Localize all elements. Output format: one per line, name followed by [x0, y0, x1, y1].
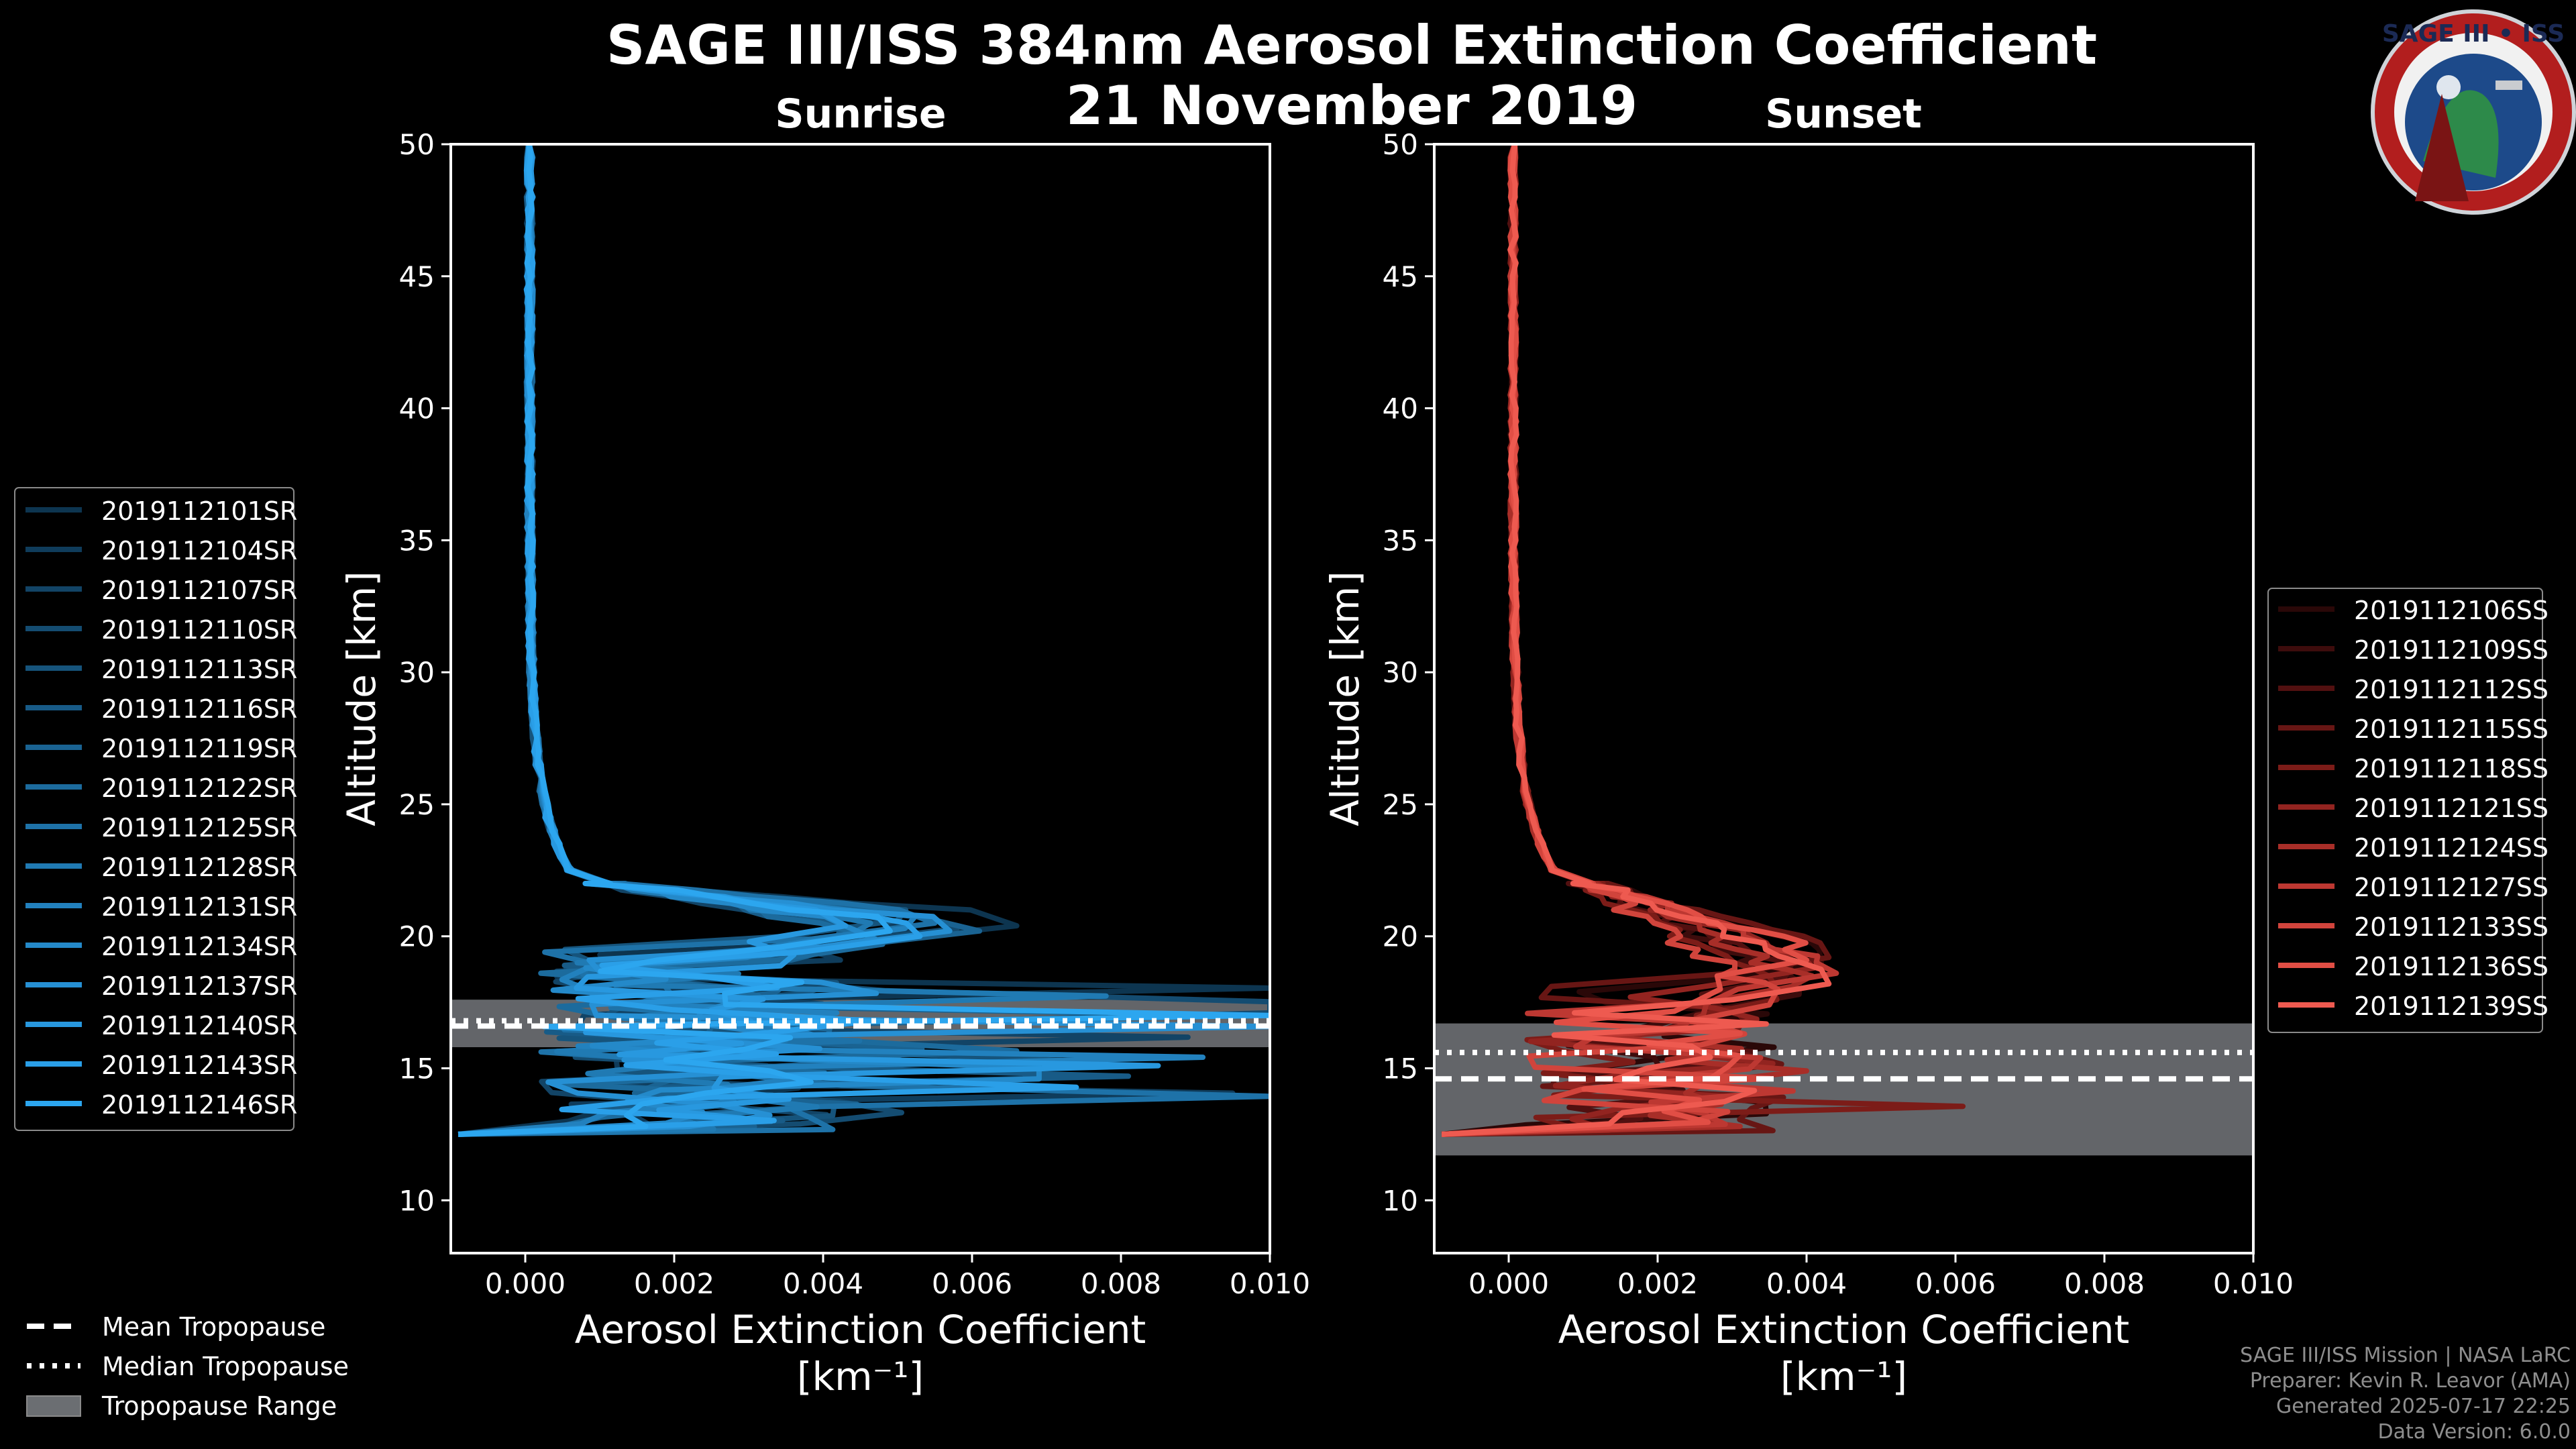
- sunset-ytick-label: 45: [1383, 260, 1418, 293]
- sunrise-ytick-label: 20: [399, 920, 435, 953]
- legend-label-2019112146SR: 2019112146SR: [101, 1090, 297, 1120]
- logo-title: SAGE III • ISS: [2382, 20, 2565, 48]
- sunset-axes-frame: [1433, 143, 2255, 1254]
- sunset-ytick-label: 15: [1383, 1053, 1418, 1085]
- sunset-ytick-label: 25: [1383, 788, 1418, 821]
- sunrise-ytick-label: 50: [399, 128, 435, 161]
- sunset-xtick-label: 0.008: [2064, 1267, 2145, 1300]
- sunrise-panel: Sunrise 10 15 20 25 30 35 40 45 50 0.000 0.002 0.004…: [339, 91, 1310, 1399]
- sunset-xtick-label: 0.004: [1766, 1267, 1847, 1300]
- sage-iii-iss-logo: SAGE III • ISS: [2371, 9, 2576, 215]
- sunset-xtick-label: 0.000: [1468, 1267, 1549, 1300]
- sunrise-panel-title: Sunrise: [775, 91, 946, 138]
- legend-label-2019112113SR: 2019112113SR: [101, 655, 297, 684]
- sunrise-ylabel: Altitude [km]: [339, 571, 384, 826]
- sunset-legend-items: 2019112106SS 2019112109SS 2019112112SS 2019…: [2278, 596, 2548, 1021]
- legend-label-2019112107SR: 2019112107SR: [101, 576, 297, 605]
- sunset-panel: Sunset 10 15 20 25 30 35 40 45 50 0.000 0.002 0.004 0…: [1322, 91, 2294, 1399]
- legend-label-2019112139SS: 2019112139SS: [2354, 991, 2548, 1021]
- sunset-plot-clip: [1434, 144, 2253, 1156]
- credits-preparer: Preparer: Kevin R. Leavor (AMA): [2249, 1369, 2571, 1393]
- credits-block: SAGE III/ISS Mission | NASA LaRC Prepare…: [2240, 1343, 2571, 1445]
- tropopause-range-swatch: [26, 1395, 81, 1417]
- sunset-xlabel: Aerosol Extinction Coefficient: [1558, 1307, 2130, 1352]
- sunrise-xlabel: Aerosol Extinction Coefficient: [575, 1307, 1146, 1352]
- sunset-xtick-label: 0.002: [1617, 1267, 1698, 1300]
- legend-label-2019112110SR: 2019112110SR: [101, 615, 297, 645]
- sunset-ytick-label: 10: [1383, 1184, 1418, 1217]
- legend-label-2019112140SR: 2019112140SR: [101, 1011, 297, 1040]
- profile-line-2019112139SS: [1441, 144, 1832, 1137]
- legend-label-2019112101SR: 2019112101SR: [101, 496, 297, 526]
- legend-label-2019112115SS: 2019112115SS: [2354, 714, 2548, 744]
- sunset-xtick-label: 0.006: [1915, 1267, 1996, 1300]
- sunrise-xtick-label: 0.002: [634, 1267, 714, 1300]
- sunset-xtick-label: 0.010: [2213, 1267, 2294, 1300]
- legend-label-2019112131SR: 2019112131SR: [101, 892, 297, 922]
- sunset-legend-box: [2267, 588, 2543, 1033]
- legend-label-2019112106SS: 2019112106SS: [2354, 596, 2548, 625]
- median-tropopause-label: Median Tropopause: [102, 1352, 349, 1381]
- sunset-panel-title: Sunset: [1765, 91, 1922, 138]
- legend-label-2019112124SS: 2019112124SS: [2354, 833, 2548, 863]
- tropopause-legend: Mean Tropopause Median Tropopause Tropop…: [26, 1312, 349, 1421]
- legend-label-2019112128SR: 2019112128SR: [101, 853, 297, 882]
- sunrise-xtick-label: 0.010: [1230, 1267, 1310, 1300]
- legend-label-2019112122SR: 2019112122SR: [101, 773, 297, 803]
- legend-label-2019112116SR: 2019112116SR: [101, 694, 297, 724]
- legend-label-2019112134SR: 2019112134SR: [101, 932, 297, 961]
- sunset-ytick-label: 20: [1383, 920, 1418, 953]
- sunset-ytick-label: 35: [1383, 524, 1418, 557]
- legend-label-2019112121SS: 2019112121SS: [2354, 794, 2548, 823]
- sunrise-ytick-label: 25: [399, 788, 435, 821]
- legend-label-2019112136SS: 2019112136SS: [2354, 952, 2548, 981]
- sunrise-legend-items: 2019112101SR 2019112104SR 2019112107SR 2019…: [25, 496, 297, 1120]
- credits-generated: Generated 2025-07-17 22:25: [2275, 1395, 2571, 1418]
- sunrise-axes-frame: [449, 143, 1271, 1254]
- legend-label-2019112119SR: 2019112119SR: [101, 734, 297, 763]
- sunrise-legend: 2019112101SR 2019112104SR 2019112107SR 2019…: [14, 487, 297, 1131]
- sunrise-ytick-label: 15: [399, 1053, 435, 1085]
- sunrise-xunit: [km⁻¹]: [797, 1354, 924, 1399]
- sunrise-xtick-label: 0.000: [485, 1267, 566, 1300]
- legend-label-2019112137SR: 2019112137SR: [101, 971, 297, 1001]
- sunset-ytick-label: 40: [1383, 392, 1418, 425]
- chart-title: SAGE III/ISS 384nm Aerosol Extinction Co…: [606, 14, 2097, 76]
- sunset-ytick-label: 50: [1383, 128, 1418, 161]
- sunrise-xtick-label: 0.006: [932, 1267, 1012, 1300]
- legend-label-2019112125SR: 2019112125SR: [101, 813, 297, 843]
- credits-version: Data Version: 6.0.0: [2377, 1420, 2571, 1444]
- sunrise-ytick-label: 40: [399, 392, 435, 425]
- legend-label-2019112104SR: 2019112104SR: [101, 536, 297, 566]
- sunrise-legend-box: [14, 487, 294, 1131]
- sunset-ytick-label: 30: [1383, 656, 1418, 689]
- legend-label-2019112127SS: 2019112127SS: [2354, 873, 2548, 902]
- legend-label-2019112112SS: 2019112112SS: [2354, 675, 2548, 704]
- legend-label-2019112133SS: 2019112133SS: [2354, 912, 2548, 942]
- chart-subtitle: 21 November 2019: [1066, 74, 1638, 137]
- sunrise-plot-clip: [451, 144, 1270, 1137]
- mean-tropopause-label: Mean Tropopause: [102, 1312, 325, 1342]
- sunrise-ytick-label: 45: [399, 260, 435, 293]
- sunrise-ytick-label: 10: [399, 1184, 435, 1217]
- sunset-xunit: [km⁻¹]: [1780, 1354, 1907, 1399]
- legend-label-2019112118SS: 2019112118SS: [2354, 754, 2548, 784]
- sunrise-ytick-label: 35: [399, 524, 435, 557]
- sunrise-xtick-label: 0.008: [1081, 1267, 1161, 1300]
- tropopause-range-label: Tropopause Range: [101, 1391, 337, 1421]
- legend-label-2019112109SS: 2019112109SS: [2354, 635, 2548, 665]
- credits-mission: SAGE III/ISS Mission | NASA LaRC: [2240, 1344, 2571, 1367]
- legend-label-2019112143SR: 2019112143SR: [101, 1051, 297, 1080]
- sunset-legend: 2019112106SS 2019112109SS 2019112112SS 2019…: [2267, 588, 2548, 1033]
- sunrise-ytick-label: 30: [399, 656, 435, 689]
- profile-line-2019112146SR: [458, 144, 1270, 1137]
- sunrise-xtick-label: 0.004: [783, 1267, 863, 1300]
- sunset-ylabel: Altitude [km]: [1322, 571, 1368, 826]
